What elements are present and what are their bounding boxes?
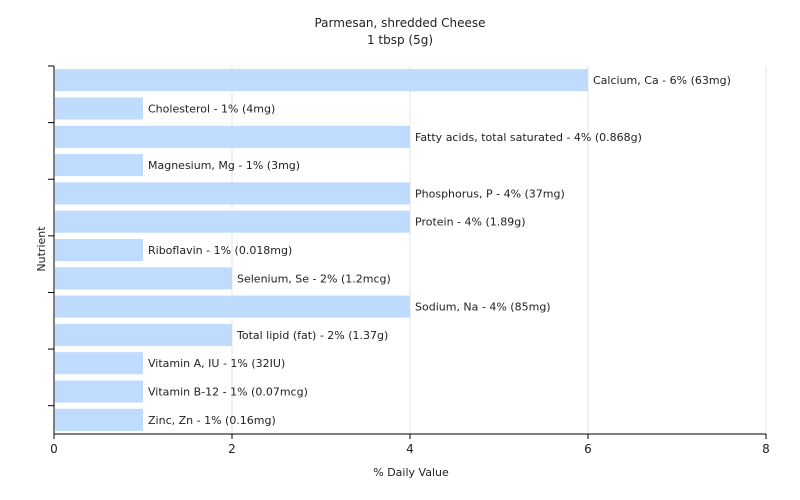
x-axis-label: % Daily Value	[373, 466, 449, 479]
bar	[55, 267, 232, 290]
chart-subtitle: 1 tbsp (5g)	[367, 33, 433, 47]
bar	[55, 238, 143, 262]
bar-label: Phosphorus, P - 4% (37mg)	[415, 187, 565, 200]
x-tick-label: 0	[50, 442, 58, 456]
bar-label: Magnesium, Mg - 1% (3mg)	[148, 159, 300, 172]
x-tick-label: 2	[228, 442, 236, 456]
bar	[55, 97, 143, 120]
bar	[55, 210, 410, 233]
bar-label: Vitamin B-12 - 1% (0.07mcg)	[148, 386, 308, 399]
bar	[55, 154, 143, 177]
bar-label: Riboflavin - 1% (0.018mg)	[148, 244, 292, 257]
bar	[55, 182, 410, 205]
bar	[55, 125, 410, 148]
bar-label: Total lipid (fat) - 2% (1.37g)	[236, 329, 388, 342]
bar-label: Cholesterol - 1% (4mg)	[148, 102, 275, 115]
bar-label: Calcium, Ca - 6% (63mg)	[593, 74, 731, 87]
bar-label: Vitamin A, IU - 1% (32IU)	[148, 357, 285, 370]
y-axis-label: Nutrient	[35, 226, 48, 272]
bar	[55, 323, 232, 346]
bars: Calcium, Ca - 6% (63mg) Cholesterol - 1% …	[55, 69, 731, 431]
bar-label: Protein - 4% (1.89g)	[415, 216, 526, 229]
gridlines	[231, 66, 767, 434]
bar	[55, 408, 143, 431]
bar	[55, 352, 143, 375]
x-tick-label: 6	[584, 442, 592, 456]
bar-label: Sodium, Na - 4% (85mg)	[415, 301, 551, 314]
x-tick-label: 8	[762, 442, 770, 456]
chart-title: Parmesan, shredded Cheese	[314, 16, 485, 30]
x-tick-label: 4	[406, 442, 414, 456]
bar-label: Selenium, Se - 2% (1.2mcg)	[237, 272, 391, 285]
bar-label: Zinc, Zn - 1% (0.16mg)	[148, 414, 276, 427]
x-axis-ticks: 0 2 4 6 8	[50, 434, 770, 456]
bar	[55, 380, 143, 403]
bar	[55, 295, 410, 318]
bar	[55, 69, 588, 92]
bar-label: Fatty acids, total saturated - 4% (0.868…	[415, 131, 642, 144]
